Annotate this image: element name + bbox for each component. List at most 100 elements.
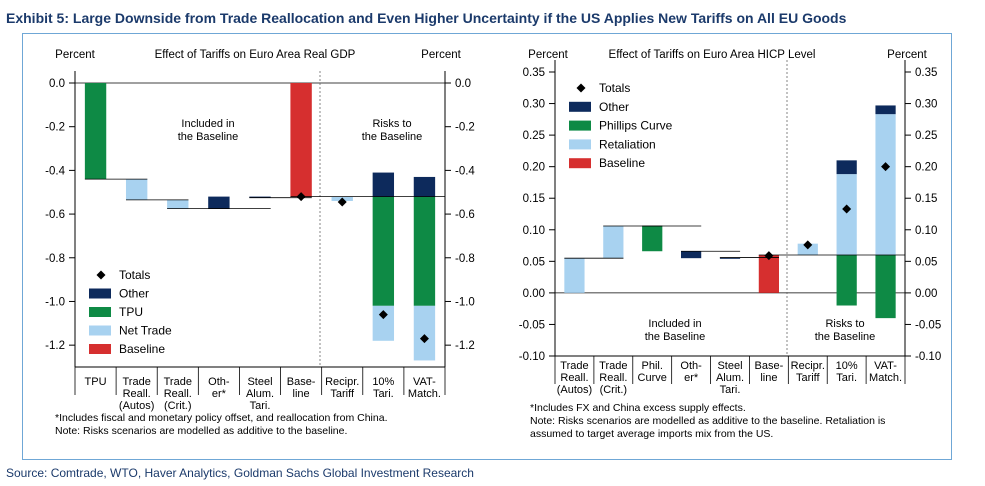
y-tick-label-right: 0.20 (915, 162, 937, 174)
y-tick-label-left: 0.20 (523, 162, 545, 174)
y-tick-label-right: 0.30 (915, 99, 937, 111)
bar-other (208, 196, 230, 209)
category-label: er* (212, 388, 227, 400)
bar-other (249, 196, 271, 198)
category-label: Phil. (642, 360, 663, 372)
category-label: VAT- (874, 360, 897, 372)
annotation-risks: the Baseline (362, 131, 423, 143)
y-axis-label-right: Percent (421, 49, 461, 61)
category-label: line (293, 388, 310, 400)
category-label: Trade (123, 376, 151, 388)
bar-phillips-curve (836, 255, 857, 306)
annotation-included: Included in (648, 318, 701, 330)
bar-retaliation (836, 174, 857, 256)
category-label: (Autos) (119, 400, 154, 412)
bar-net-trade (413, 305, 436, 361)
y-tick-label-left: 0.10 (523, 225, 545, 237)
y-tick-label-left: 0.15 (523, 193, 545, 205)
y-axis-label-right: Percent (887, 49, 927, 61)
category-label: line (760, 372, 777, 384)
category-label: Steel (247, 376, 272, 388)
category-label: Reall. (164, 388, 192, 400)
legend-label: Net Trade (119, 324, 172, 338)
legend-swatch-other (89, 288, 111, 299)
annotation-risks: the Baseline (815, 331, 876, 343)
bar-other (719, 257, 741, 259)
category-label: (Autos) (557, 384, 592, 396)
category-label: Tari. (373, 388, 394, 400)
y-tick-label-right: -0.2 (455, 122, 475, 134)
chart-title: Effect of Tariffs on Euro Area Real GDP (155, 49, 356, 61)
y-tick-label-right: -0.8 (455, 253, 475, 265)
bar-other (875, 105, 896, 115)
legend-label: Other (599, 100, 629, 114)
category-label: Tari. (836, 372, 857, 384)
category-label: Alum. (246, 388, 274, 400)
total-marker (803, 240, 813, 250)
total-marker (378, 310, 388, 320)
y-tick-label-right: 0.25 (915, 130, 937, 142)
footnote: *Includes fiscal and monetary policy off… (55, 412, 387, 424)
bar-phillips-curve (875, 255, 896, 319)
category-label: Recipr. (325, 376, 359, 388)
annotation-included: the Baseline (178, 131, 239, 143)
legend-swatch-phillips-curve (569, 120, 591, 131)
footnote: Note: Risks scenarios are modelled as ad… (55, 425, 347, 437)
annotation-risks: Risks to (825, 318, 864, 330)
y-axis-label-left: Percent (55, 49, 95, 61)
category-label: Trade (560, 360, 588, 372)
legend-label: Other (119, 287, 149, 301)
bar-other (413, 176, 436, 197)
exhibit-title: Exhibit 5: Large Downside from Trade Rea… (6, 10, 847, 26)
y-tick-label-left: 0.30 (523, 99, 545, 111)
annotation-risks: Risks to (372, 118, 411, 130)
y-tick-label-left: -1.0 (45, 296, 65, 308)
legend-label: TPU (119, 305, 143, 319)
category-label: Match. (869, 372, 902, 384)
bar-retaliation (875, 114, 896, 256)
category-label: 10% (372, 376, 394, 388)
y-tick-label-right: -0.4 (455, 165, 475, 177)
category-label: Trade (599, 360, 627, 372)
legend-label: Totals (119, 268, 150, 282)
legend-label: Phillips Curve (599, 119, 673, 133)
footnote: assumed to target average imports mix fr… (530, 428, 773, 440)
legend-marker-totals (576, 83, 586, 93)
bar-retaliation (603, 225, 624, 259)
y-tick-label-left: -0.4 (45, 165, 65, 177)
legend-swatch-other (569, 101, 591, 112)
y-tick-label-left: -0.6 (45, 209, 65, 221)
category-label: er* (684, 372, 699, 384)
y-tick-label-right: 0.10 (915, 225, 937, 237)
y-tick-label-left: 0.35 (523, 67, 545, 79)
total-marker (296, 192, 306, 202)
category-label: Tari. (250, 400, 271, 412)
y-tick-label-right: 0.0 (455, 78, 471, 90)
category-label: Base- (755, 360, 784, 372)
category-label: TPU (85, 376, 107, 388)
y-tick-label-right: -0.05 (915, 319, 941, 331)
category-label: (Crit.) (600, 384, 628, 396)
category-label: Reall. (599, 372, 627, 384)
category-label: Oth- (680, 360, 702, 372)
annotation-included: the Baseline (645, 331, 706, 343)
category-label: Oth- (208, 376, 230, 388)
bar-other (836, 160, 857, 175)
category-label: (Crit.) (164, 400, 192, 412)
y-tick-label-left: 0.25 (523, 130, 545, 142)
y-tick-label-right: -1.2 (455, 340, 475, 352)
y-tick-label-left: 0.0 (49, 78, 65, 90)
y-tick-label-left: 0.05 (523, 256, 545, 268)
source-note: Source: Comtrade, WTO, Haver Analytics, … (6, 466, 474, 480)
bar-tpu (413, 196, 436, 306)
footnote: Note: Risks scenarios are modelled as ad… (530, 415, 885, 427)
y-tick-label-right: -1.0 (455, 296, 475, 308)
category-label: Curve (638, 372, 667, 384)
footnote: *Includes FX and China excess supply eff… (530, 402, 746, 414)
y-tick-label-left: -1.2 (45, 340, 65, 352)
category-label: Steel (717, 360, 742, 372)
y-tick-label-left: -0.8 (45, 253, 65, 265)
category-label: Tariff (330, 388, 355, 400)
y-tick-label-left: -0.2 (45, 122, 65, 134)
